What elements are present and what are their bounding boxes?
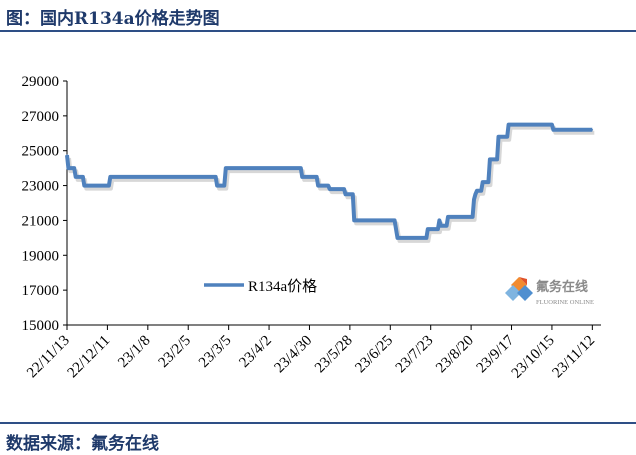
data-point	[67, 167, 70, 169]
data-point	[445, 224, 448, 227]
data-point	[506, 136, 509, 138]
data-point	[489, 158, 491, 161]
data-point	[301, 176, 304, 178]
y-tick-label: 29000	[22, 74, 60, 90]
data-point	[447, 216, 449, 218]
x-tick-label: 23/5/28	[312, 333, 356, 377]
data-point	[476, 190, 478, 192]
data-point	[300, 167, 302, 169]
data-point	[497, 136, 500, 138]
data-point	[473, 198, 475, 201]
data-point	[425, 237, 428, 239]
data-point	[109, 176, 112, 178]
x-tick-label: 23/4/2	[236, 333, 274, 371]
x-tick-label: 23/7/23	[393, 333, 437, 377]
y-tick-label: 27000	[22, 109, 60, 125]
y-tick-label: 19000	[22, 248, 60, 264]
x-tick-label: 22/12/11	[65, 333, 114, 382]
x-tick-label: 23/3/5	[196, 333, 234, 371]
chart-area: 15000 17000 19000 21000 23000 25000 27000 29000…	[0, 34, 636, 422]
data-point	[223, 184, 226, 187]
x-tick-label: 22/11/13	[24, 333, 73, 382]
data-point	[591, 129, 594, 131]
watermark-subtitle: FLUORINE ONLINE	[536, 299, 594, 306]
title-bar: 图：国内R134a价格走势图	[0, 0, 636, 32]
price-line-chart: 15000 17000 19000 21000 23000 25000 27000 29000…	[22, 74, 601, 382]
page-title: 图：国内R134a价格走势图	[6, 9, 220, 29]
y-tick-label: 17000	[22, 283, 60, 299]
data-point	[327, 184, 330, 187]
data-point	[214, 176, 217, 178]
data-point	[225, 167, 227, 169]
data-point	[438, 219, 441, 222]
data-point	[396, 237, 399, 239]
series-shadow	[67, 125, 595, 243]
data-point	[344, 193, 347, 196]
x-tick-label: 23/2/5	[156, 333, 194, 371]
x-tick-label: 23/6/25	[352, 333, 396, 377]
data-point	[108, 184, 110, 187]
fluorine-online-logo: 氟务在线 FLUORINE ONLINE	[505, 277, 594, 306]
source-note: 数据来源：氟务在线	[6, 434, 159, 454]
data-point	[481, 181, 484, 183]
data-point	[507, 123, 510, 126]
y-tick-label: 21000	[22, 213, 60, 229]
data-point	[474, 193, 477, 196]
x-tick-label: 23/11/12	[550, 333, 599, 382]
y-tick-label: 23000	[22, 179, 60, 195]
data-point	[74, 176, 77, 178]
x-tick-label: 23/4/30	[272, 333, 316, 377]
data-point	[315, 176, 318, 178]
logo-mark-icon	[505, 277, 533, 301]
source-bar: 数据来源：氟务在线	[0, 422, 636, 455]
data-point	[552, 129, 555, 131]
series-line-r134a	[65, 122, 593, 240]
title-divider	[0, 30, 636, 32]
watermark-name: 氟务在线	[536, 279, 588, 294]
x-tick-label: 23/8/20	[433, 333, 477, 377]
data-point	[343, 188, 345, 190]
data-point	[82, 176, 84, 178]
data-point	[427, 228, 429, 230]
data-point	[216, 184, 218, 187]
source-divider	[0, 422, 636, 424]
data-point	[317, 184, 319, 187]
x-tick-label: 23/10/15	[509, 333, 558, 382]
data-point	[352, 193, 354, 196]
y-tick-label: 25000	[22, 144, 60, 160]
data-point	[73, 167, 75, 169]
data-point	[551, 123, 553, 126]
data-point	[83, 184, 86, 187]
legend-label: R134a价格	[248, 278, 317, 295]
data-point	[393, 219, 396, 222]
chart-legend: R134a价格	[204, 278, 317, 295]
data-point	[353, 219, 356, 222]
data-point	[440, 224, 442, 227]
data-point	[480, 190, 483, 192]
data-point	[496, 158, 498, 161]
y-tick-label: 15000	[22, 318, 60, 334]
data-point	[66, 154, 68, 156]
data-point	[471, 216, 474, 218]
data-point	[437, 228, 439, 230]
data-point	[487, 181, 490, 183]
x-tick-label: 23/1/8	[115, 333, 153, 371]
data-point	[328, 188, 331, 190]
